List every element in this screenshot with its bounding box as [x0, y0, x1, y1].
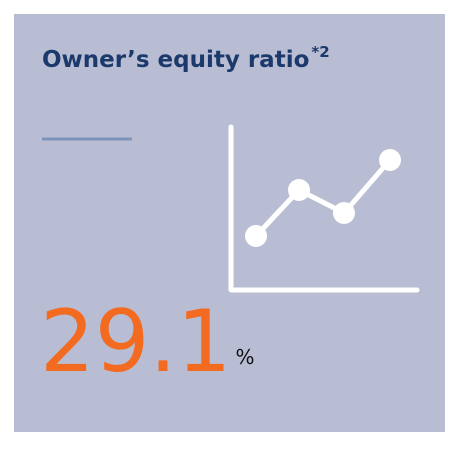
- icon-point: [333, 202, 355, 224]
- metric-unit: %: [235, 345, 254, 369]
- card-title: Owner’s equity ratio *2: [42, 43, 330, 73]
- icon-point: [288, 179, 310, 201]
- icon-line: [253, 157, 393, 239]
- icon-axes: [228, 124, 420, 293]
- metric-value: 29.1: [40, 292, 231, 392]
- chart-icon: [228, 124, 420, 293]
- icon-point: [379, 149, 401, 171]
- title-text: Owner’s equity ratio: [42, 47, 309, 73]
- icon-point: [245, 225, 267, 247]
- footnote-mark: *2: [311, 43, 329, 61]
